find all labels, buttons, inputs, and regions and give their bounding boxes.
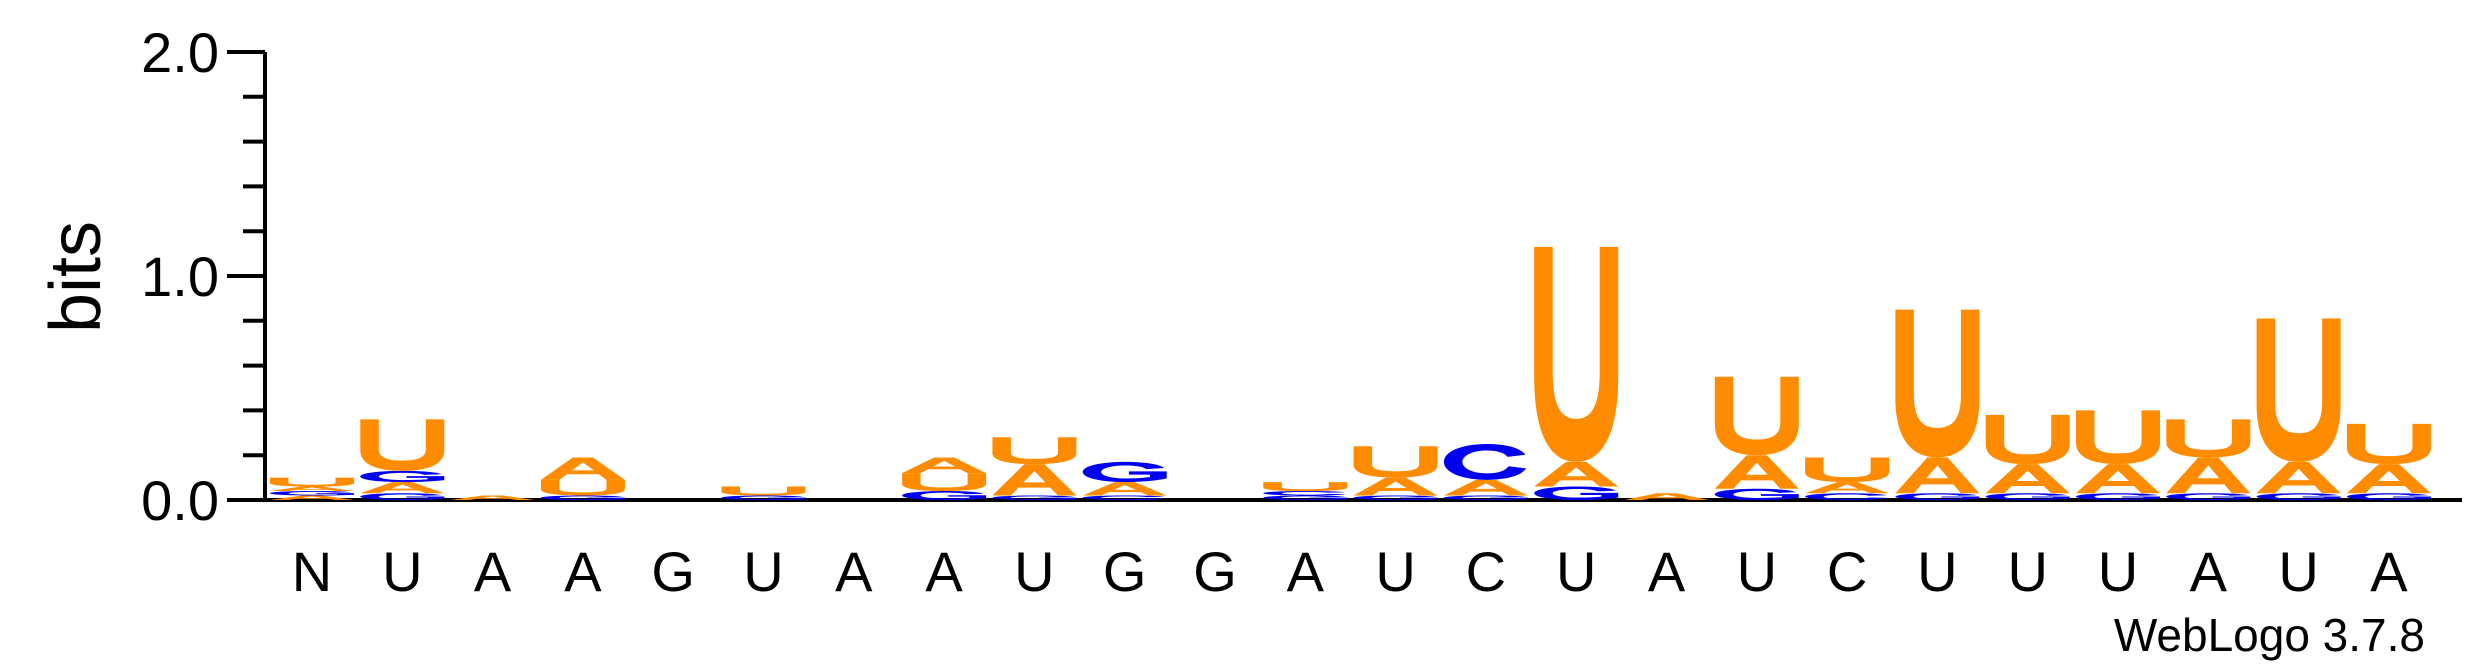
- logo-letter-u: [992, 437, 1077, 465]
- logo-letter-u: [2256, 318, 2341, 462]
- position-label: U: [743, 540, 783, 603]
- position-label: A: [2370, 540, 2408, 603]
- logo-letter-c: [1263, 491, 1346, 496]
- logo-letter-a: [1714, 455, 1799, 489]
- logo-letter-a: [540, 457, 625, 480]
- weblogo-credit: WebLogo 3.7.8: [2114, 609, 2425, 661]
- logo-letter-a: [270, 495, 354, 500]
- logo-letter-u: [2076, 410, 2160, 465]
- logo-letter-g: [2346, 493, 2431, 500]
- logo-letter-u: [1805, 457, 1890, 483]
- position-label: N: [292, 540, 332, 603]
- position-label: A: [474, 540, 512, 603]
- logo-letter-u: [1353, 446, 1438, 478]
- position-label: U: [1917, 540, 1957, 603]
- position-label: U: [1014, 540, 1054, 603]
- logo-letter-a: [450, 495, 535, 500]
- logo-letter-g: [2166, 493, 2251, 500]
- logo-letter-g: [360, 493, 445, 500]
- logo-letter-a: [1534, 461, 1619, 487]
- logo-letter-a: [270, 486, 354, 492]
- logo-letter-a: [1443, 479, 1528, 496]
- position-label: U: [1556, 540, 1596, 603]
- logo-letter-g: [1263, 495, 1348, 500]
- position-label: G: [651, 540, 695, 603]
- y-tick-label: 2.0: [141, 21, 219, 84]
- logo-letter-a: [1082, 482, 1167, 496]
- logo-letter-g: [902, 491, 987, 500]
- logo-letter-a: [992, 464, 1077, 496]
- logo-letter-u: [1985, 414, 2070, 465]
- logo-letter-g: [2256, 493, 2341, 500]
- logo-letter-g: [1895, 493, 1980, 500]
- logo-letter-u: [1263, 482, 1348, 492]
- logo-letter-u: [540, 479, 625, 496]
- y-axis-title: bits: [36, 221, 116, 333]
- logo-letter-g: [360, 470, 445, 483]
- logo-letter-g: [270, 491, 354, 496]
- logo-letter-u: [360, 419, 445, 471]
- y-axis: 0.0 1.0 2.0: [141, 21, 2462, 532]
- logo-letter-u: [721, 486, 806, 496]
- logo-letter-u: [2166, 419, 2251, 458]
- logo-letter-a: [1353, 477, 1438, 496]
- position-label: A: [1287, 540, 1325, 603]
- logo-letter-a: [902, 457, 987, 474]
- position-label: U: [382, 540, 422, 603]
- logo-letter-a: [2166, 457, 2251, 494]
- logo-letter-c: [1805, 493, 1888, 500]
- logo-letter-a: [1624, 493, 1709, 500]
- logo-letter-a: [1805, 482, 1890, 494]
- logo-letter-a: [2346, 464, 2431, 494]
- logo-letter-g: [1443, 495, 1528, 500]
- logo-letter-a: [2256, 461, 2341, 494]
- position-label: G: [1193, 540, 1237, 603]
- logo-letter-g: [721, 495, 806, 500]
- logo-letter-g: [540, 495, 625, 500]
- position-label: C: [1827, 540, 1867, 603]
- letter-stacks: [270, 246, 2431, 500]
- position-label: U: [1737, 540, 1777, 603]
- logo-letter-u: [270, 477, 354, 487]
- logo-letter-a: [360, 482, 445, 494]
- logo-letter-u: [2346, 423, 2431, 465]
- position-label: U: [2278, 540, 2318, 603]
- position-label: A: [1648, 540, 1686, 603]
- y-tick-label: 0.0: [141, 469, 219, 532]
- position-label: A: [2190, 540, 2228, 603]
- logo-letter-a: [1895, 457, 1980, 494]
- logo-letter-u: [1714, 376, 1799, 456]
- logo-letter-g: [1714, 488, 1799, 500]
- logo-letter-a: [2076, 464, 2160, 494]
- logo-letter-g: [992, 495, 1077, 500]
- position-label: C: [1466, 540, 1506, 603]
- logo-letter-u: [1534, 246, 1619, 462]
- y-tick-label: 1.0: [141, 245, 219, 308]
- logo-letter-g: [1082, 461, 1167, 483]
- logo-letter-c: [1082, 495, 1166, 500]
- logo-letter-c: [1443, 444, 1527, 480]
- position-label: U: [2007, 540, 2047, 603]
- logo-letter-g: [2076, 493, 2160, 500]
- position-label: A: [564, 540, 602, 603]
- logo-letter-u: [902, 473, 987, 492]
- logo-letter-g: [1534, 486, 1619, 500]
- logo-letter-g: [1985, 493, 2070, 500]
- position-label: A: [925, 540, 963, 603]
- position-label: A: [835, 540, 873, 603]
- logo-letter-a: [1985, 464, 2070, 494]
- logo-letter-u: [1895, 309, 1980, 458]
- logo-letter-g: [1353, 495, 1438, 500]
- position-label: U: [2098, 540, 2138, 603]
- position-label: G: [1103, 540, 1147, 603]
- position-label: U: [1375, 540, 1415, 603]
